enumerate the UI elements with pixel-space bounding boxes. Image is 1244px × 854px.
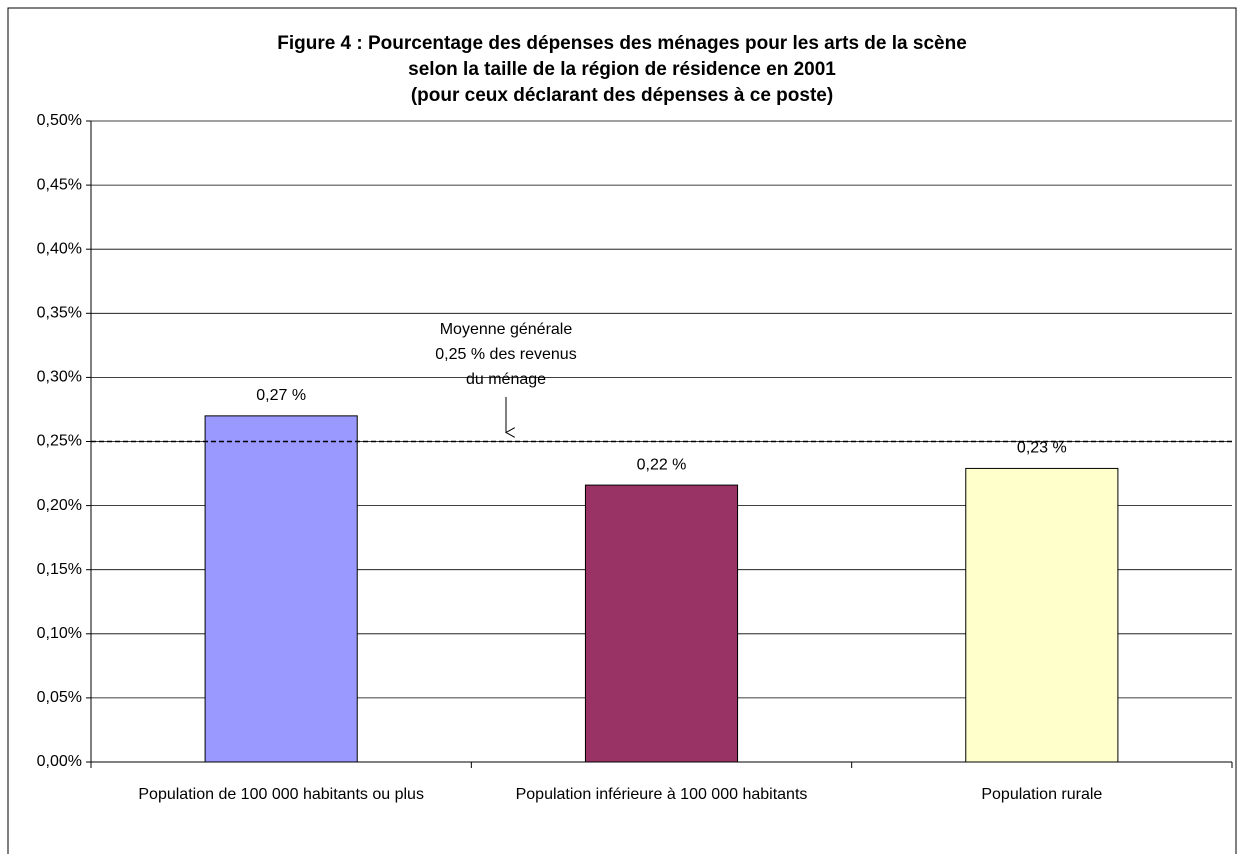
x-tick-label: Population inférieure à 100 000 habitant… [515,786,808,803]
y-tick-label: 0,35% [37,305,82,322]
chart-title: (pour ceux déclarant des dépenses à ce p… [411,85,833,106]
y-tick-label: 0,30% [37,369,82,386]
y-tick-label: 0,25% [37,433,82,450]
x-tick-label: Population rurale [981,786,1103,803]
data-label: 0,23 % [1017,440,1067,457]
y-tick-label: 0,05% [37,689,82,706]
annotation: Moyenne générale [440,321,573,338]
bar [965,467,1119,763]
y-tick-label: 0,50% [37,112,82,129]
y-tick-label: 0,45% [37,176,82,193]
chart-title: Figure 4 : Pourcentage des dépenses des … [277,33,967,54]
annotation: du ménage [466,371,546,388]
y-tick-label: 0,10% [37,625,82,642]
bar [204,415,358,763]
data-label: 0,27 % [256,387,306,404]
y-tick-label: 0,40% [37,240,82,257]
chart-title: selon la taille de la région de résidenc… [408,59,836,80]
y-tick-label: 0,00% [37,753,82,770]
y-tick-label: 0,15% [37,561,82,578]
data-label: 0,22 % [637,456,687,473]
y-tick-label: 0,20% [37,497,82,514]
annotation: 0,25 % des revenus [435,346,576,363]
bar [584,484,739,763]
x-tick-label: Population de 100 000 habitants ou plus [138,786,424,803]
